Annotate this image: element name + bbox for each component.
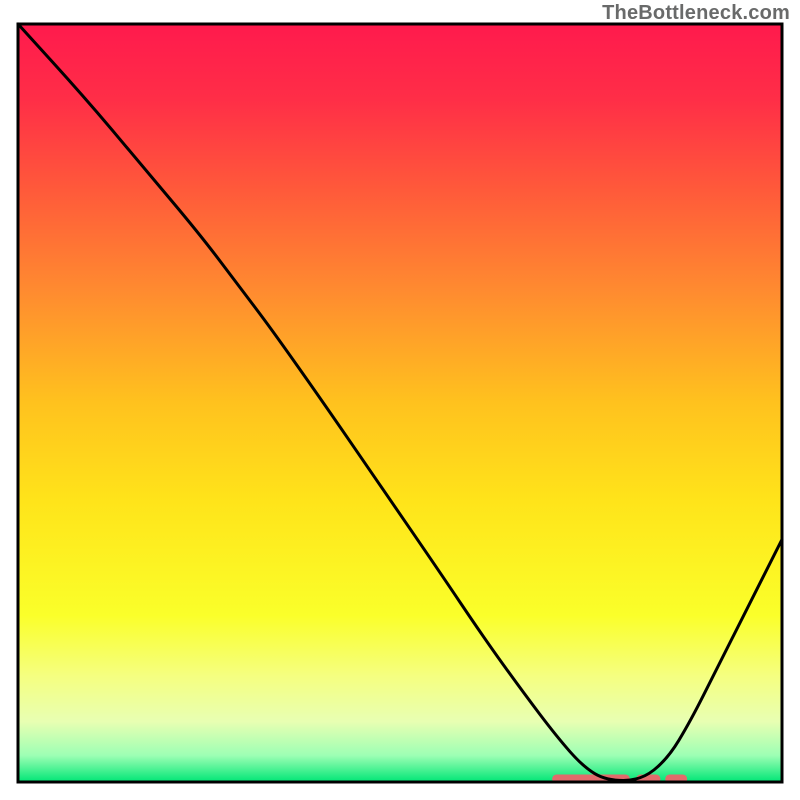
gradient-background xyxy=(18,24,782,782)
chart-container: TheBottleneck.com xyxy=(0,0,800,800)
plot-svg xyxy=(0,0,800,800)
credit-text: TheBottleneck.com xyxy=(602,2,790,25)
